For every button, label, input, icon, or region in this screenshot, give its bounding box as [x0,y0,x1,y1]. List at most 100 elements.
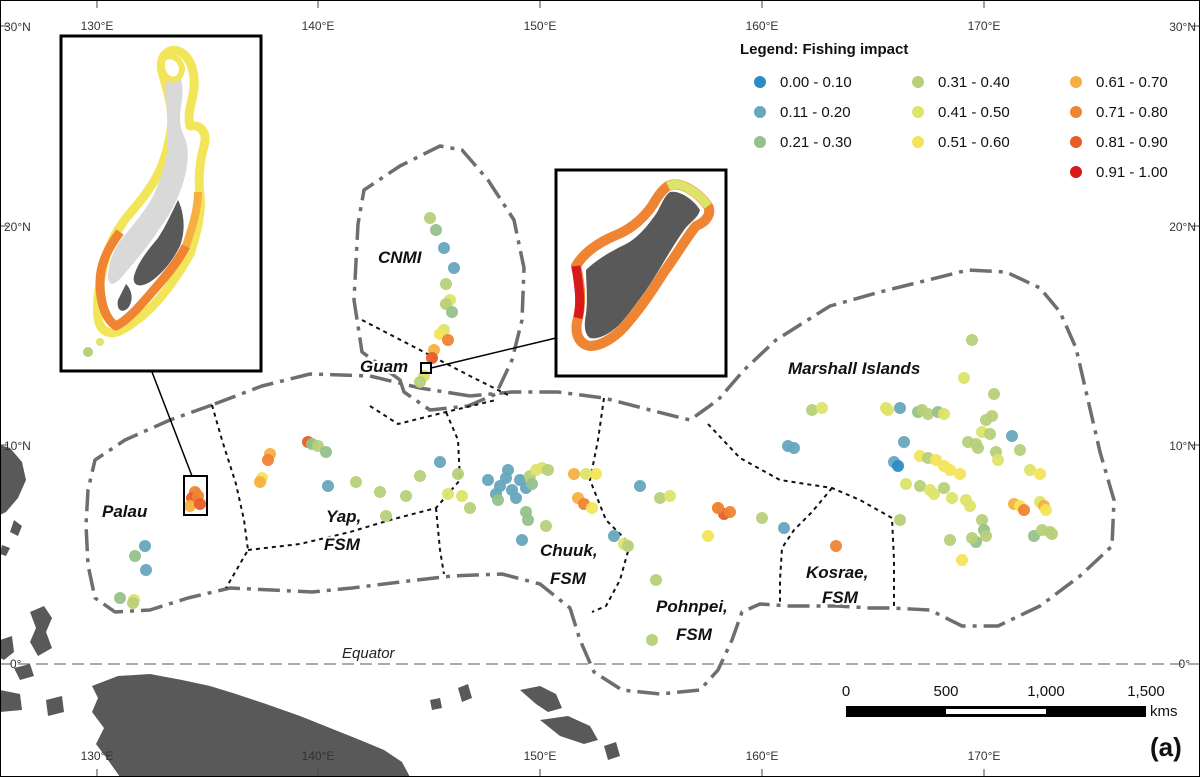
reef-point [540,520,552,532]
legend-swatch [912,76,924,88]
reef-point [430,224,442,236]
eez-cnmi-guam [352,144,526,412]
eez-west-connector [211,372,471,407]
lat-label-left-30: 30°N [4,20,31,34]
reef-point [350,476,362,488]
reef-point [622,540,634,552]
lon-label-top-160: 160°E [746,19,779,33]
palau-inset-peleliu [96,338,104,346]
boundary-kosrae-west [779,487,833,604]
legend-label: 0.11 - 0.20 [780,104,851,121]
region-label-palau: Palau [102,502,148,521]
reef-point [922,408,934,420]
reef-point [456,490,468,502]
lon-label-bottom-130: 130°E [81,749,114,763]
palau-inset-connector [151,371,193,477]
legend-swatch [1070,166,1082,178]
reef-point [928,488,940,500]
guam-inset [554,168,728,378]
lon-label-top-130: 130°E [81,19,114,33]
reef-point [972,442,984,454]
region-label-yap-line1: Yap, [326,507,361,526]
boundary-yap-inner [247,411,462,551]
lon-label-bottom-160: 160°E [746,749,779,763]
reef-point [756,512,768,524]
reef-point [964,500,976,512]
reef-point [129,550,141,562]
reef-point [894,514,906,526]
reef-point [988,388,1000,400]
reef-point [992,454,1004,466]
legend-label: 0.81 - 0.90 [1096,134,1168,151]
land-islet-c [14,664,34,680]
reef-point [140,564,152,576]
scale-tick-1500: 1,500 [1127,683,1165,700]
reef-point [448,262,460,274]
legend-swatch [912,106,924,118]
legend-swatch [754,136,766,148]
reef-point [114,592,126,604]
reef-point [1046,528,1058,540]
reef-point [568,468,580,480]
boundary-pohnpei-kosrae [707,423,895,608]
reef-point [320,446,332,458]
lon-label-bottom-150: 150°E [524,749,557,763]
reef-point [434,456,446,468]
palau-inset-reef-east [182,191,202,248]
reef-point [438,242,450,254]
reef-point [954,468,966,480]
reef-point [944,464,956,476]
reef-point [542,464,554,476]
reef-point [956,554,968,566]
lat-label-right-10: 10°N [1169,439,1196,453]
reef-point [702,530,714,542]
lat-label-right-30: 30°N [1169,20,1196,34]
legend-swatch [1070,106,1082,118]
legend-swatch [754,76,766,88]
reef-point [788,442,800,454]
reef-point [492,494,504,506]
reef-point [976,514,988,526]
scale-bar-white-segment [946,709,1046,714]
reef-point [966,334,978,346]
region-label-pohnpei-line2: FSM [676,625,713,644]
reef-point [1034,468,1046,480]
equator-label: Equator [342,645,396,662]
reef-point [380,510,392,522]
guam-inset-island [584,191,700,339]
palau-highlight-box [183,475,208,516]
region-label-cnmi: CNMI [378,248,423,267]
reef-point [1024,464,1036,476]
eez-boundaries [84,144,1116,696]
reef-point [516,534,528,546]
land-islet-b [0,545,10,556]
state-boundaries [211,319,895,613]
legend-title: Legend: Fishing impact [740,41,908,58]
reef-point [816,402,828,414]
legend-label: 0.91 - 1.00 [1096,164,1168,181]
lat-label-left-0: 0° [10,657,22,671]
reef-point [944,534,956,546]
reef-point [980,530,992,542]
scale-unit: kms [1150,703,1178,720]
land-bougainville [458,684,472,702]
reef-point [894,402,906,414]
reef-point [1006,430,1018,442]
region-label-yap-line2: FSM [324,535,361,554]
reef-point [374,486,386,498]
reef-point [712,502,724,514]
reef-point [892,460,904,472]
boundary-guam-south [369,399,497,426]
region-label-kosrae-line2: FSM [822,588,859,607]
reef-point [634,480,646,492]
lon-label-bottom-140: 140°E [302,749,335,763]
reef-point [400,490,412,502]
guam-inset-reef-west-red [571,265,585,319]
palau-inset-koror [117,284,132,311]
reef-point [946,492,958,504]
reef-point [980,414,992,426]
land-islet-f [430,698,442,710]
reef-point [938,482,950,494]
